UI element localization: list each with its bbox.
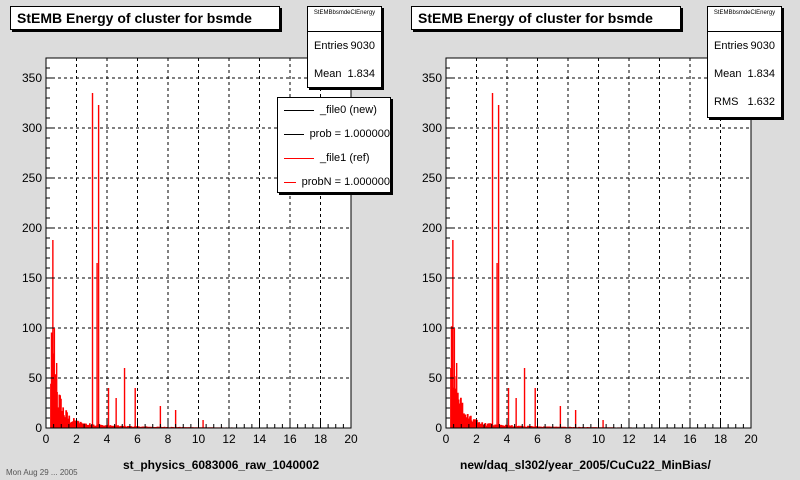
left-stats-mean: Mean 1.834 xyxy=(314,68,375,80)
x-tick-label: 10 xyxy=(192,432,206,446)
right-x-axis-title: new/daq_sl302/year_2005/CuCu22_MinBias/ xyxy=(460,458,711,472)
x-tick-label: 12 xyxy=(622,432,636,446)
x-tick-label: 16 xyxy=(283,432,297,446)
legend-item-file1: _file1 (ref) xyxy=(278,146,390,170)
x-tick-label: 0 xyxy=(43,432,50,446)
y-tick-label: 300 xyxy=(22,121,42,135)
y-tick-label: 250 xyxy=(22,171,42,185)
y-tick-label: 200 xyxy=(22,221,42,235)
y-tick-label: 150 xyxy=(422,271,442,285)
x-tick-label: 2 xyxy=(473,432,480,446)
left-stats-name: StEMBbsmdeClEnergy xyxy=(308,7,381,32)
footnote: Mon Aug 29 ... 2005 xyxy=(6,468,78,477)
right-stats-entries: Entries 9030 xyxy=(714,40,775,52)
x-tick-label: 6 xyxy=(134,432,141,446)
left-x-axis-title: st_physics_6083006_raw_1040002 xyxy=(123,458,320,472)
x-tick-label: 14 xyxy=(253,432,267,446)
x-tick-label: 2 xyxy=(73,432,80,446)
left-stats-entries: Entries 9030 xyxy=(314,40,375,52)
y-tick-label: 0 xyxy=(35,421,42,435)
y-tick-label: 350 xyxy=(422,71,442,85)
y-tick-label: 350 xyxy=(22,71,42,85)
left-histogram-title: StEMB Energy of cluster for bsmde xyxy=(10,6,280,30)
x-tick-label: 20 xyxy=(744,432,758,446)
right-stats-name: StEMBbsmdeClEnergy xyxy=(708,7,781,32)
y-tick-label: 50 xyxy=(29,371,43,385)
y-tick-label: 0 xyxy=(435,421,442,435)
x-tick-label: 18 xyxy=(314,432,328,446)
right-stats-box: StEMBbsmdeClEnergy Entries 9030 Mean 1.834… xyxy=(707,6,782,118)
x-tick-label: 16 xyxy=(683,432,697,446)
x-tick-label: 4 xyxy=(104,432,111,446)
x-tick-label: 14 xyxy=(653,432,667,446)
x-tick-label: 8 xyxy=(565,432,572,446)
x-tick-label: 18 xyxy=(714,432,728,446)
x-tick-label: 12 xyxy=(222,432,236,446)
x-tick-label: 20 xyxy=(344,432,358,446)
right-stats-rms: RMS 1.632 xyxy=(714,96,775,108)
plot-border xyxy=(445,57,752,429)
left-stats-box: StEMBbsmdeClEnergy Entries 9030 Mean 1.834 xyxy=(307,6,382,88)
y-tick-label: 100 xyxy=(422,321,442,335)
y-tick-label: 50 xyxy=(429,371,443,385)
y-tick-label: 150 xyxy=(22,271,42,285)
x-tick-label: 4 xyxy=(504,432,511,446)
y-tick-label: 200 xyxy=(422,221,442,235)
legend-item-file0: _file0 (new) xyxy=(278,98,390,122)
x-tick-label: 10 xyxy=(592,432,606,446)
right-histogram-title: StEMB Energy of cluster for bsmde xyxy=(411,6,681,30)
y-tick-label: 250 xyxy=(422,171,442,185)
y-tick-label: 300 xyxy=(422,121,442,135)
right-stats-mean: Mean 1.834 xyxy=(714,68,775,80)
left-legend: _file0 (new) prob = 1.000000 _file1 (ref… xyxy=(277,97,391,193)
plot-border xyxy=(45,57,352,429)
y-tick-label: 100 xyxy=(22,321,42,335)
legend-item-prob: prob = 1.000000 xyxy=(278,122,390,146)
x-tick-label: 0 xyxy=(443,432,450,446)
x-tick-label: 6 xyxy=(534,432,541,446)
x-tick-label: 8 xyxy=(165,432,172,446)
legend-item-probn: probN = 1.000000 xyxy=(278,170,390,192)
